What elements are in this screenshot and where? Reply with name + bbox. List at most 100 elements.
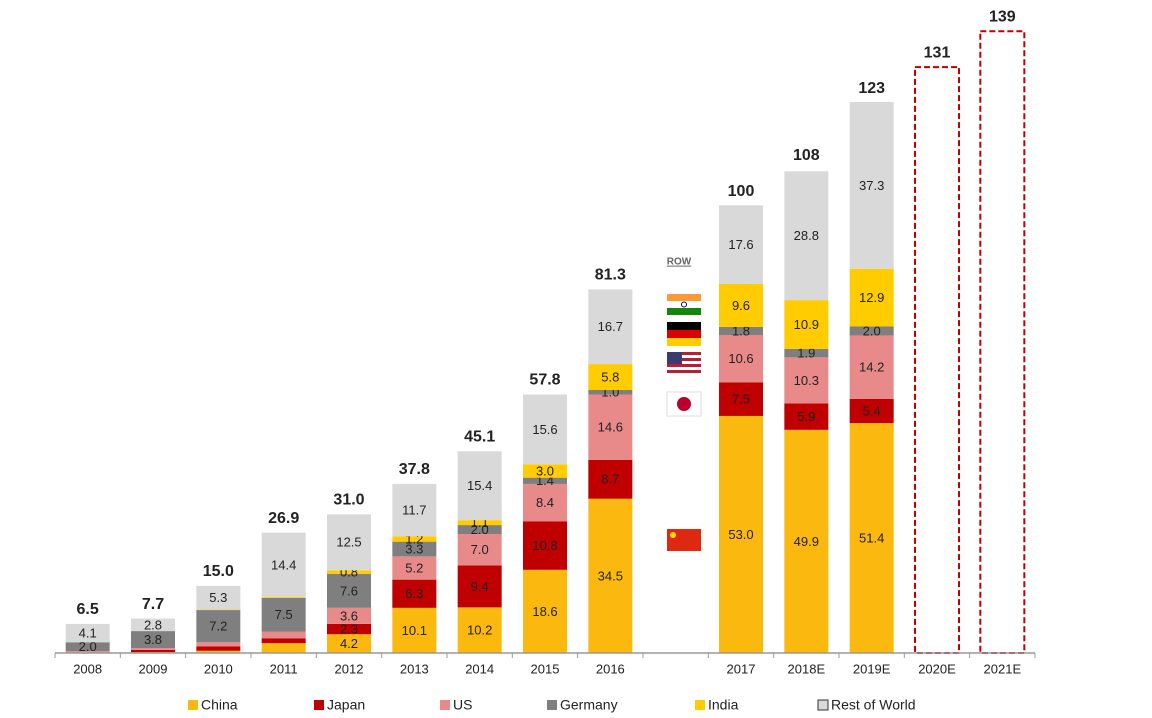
bar-segment [327,514,371,571]
bar-segment [65,642,110,652]
value-label: 10.6 [728,351,753,366]
bar-segment [457,534,502,566]
bar-segment [588,498,633,653]
row-annotation: ROW [667,257,692,268]
value-label: 3.3 [405,541,423,556]
value-label: 10.9 [794,317,819,332]
value-label: 14.2 [859,360,884,375]
value-label: 4.2 [340,636,358,651]
bar-segment [719,382,763,416]
bar-segment [784,171,829,301]
bar-segment [849,326,894,336]
bar-segment [327,634,371,653]
value-label: 53.0 [728,527,753,542]
bar-segment [457,525,502,535]
legend-label: US [453,697,472,713]
estimate-box [979,30,1026,654]
value-label: 14.4 [271,557,296,572]
legend-swatch [817,699,829,711]
total-label: 45.1 [464,429,495,446]
total-label: 123 [858,80,885,97]
x-tick-label: 2016 [596,661,625,676]
bar-segment [65,651,110,653]
value-label: 3.6 [340,608,358,623]
value-label: 3.0 [536,463,554,478]
bar-segment [261,532,306,598]
bar-segment [457,565,502,608]
bar-segment [588,289,633,365]
bar-segment [261,597,306,632]
bar-segment [457,451,502,521]
bar-segment [784,403,829,430]
bar-segment [457,520,502,526]
value-label: 2.0 [79,639,97,654]
value-label: 7.6 [340,583,358,598]
value-label: 10.8 [532,538,557,553]
value-label: 2.3 [340,622,358,637]
bar-segment [261,597,306,598]
x-tick-label: 2018E [788,661,826,676]
legend-swatch [440,700,450,710]
total-label: 131 [924,44,951,61]
value-label: 10.3 [794,373,819,388]
bar-segment [457,607,502,653]
bar-segment [588,459,633,499]
value-label: 51.4 [859,530,884,545]
value-label: 5.9 [797,409,815,424]
value-label: 9.6 [732,298,750,313]
value-label: 5.8 [601,369,619,384]
bar-segment [849,423,894,653]
legend-label: Germany [560,697,618,713]
x-tick-label: 2020E [918,661,956,676]
bar-segment [196,585,241,610]
value-label: 9.4 [471,579,489,594]
bar-segment [392,579,437,608]
bar-segment [523,464,567,478]
legend-label: China [201,697,238,713]
value-label: 7.2 [209,619,227,634]
total-label: 139 [989,9,1016,26]
value-label: 8.4 [536,495,554,510]
bar-segment [849,398,894,424]
value-label: 34.5 [598,568,623,583]
value-label: 4.1 [79,626,97,641]
value-label: 15.6 [532,422,557,437]
value-label: 2.0 [863,323,881,338]
value-label: 1.9 [797,346,815,361]
value-label: 11.7 [402,503,426,518]
x-tick-label: 2012 [335,661,364,676]
flag-india [667,294,701,315]
bar-segment [523,477,567,484]
legend-label: Rest of World [831,697,916,713]
bar-segment [327,570,371,574]
x-tick-label: 2017 [727,661,756,676]
bar-segment [327,607,371,624]
bar-segment [719,205,763,285]
legend-swatch [547,700,557,710]
legend-swatch [314,700,324,710]
bar-segment [523,569,567,653]
x-tick-label: 2009 [139,661,168,676]
legend-label: Japan [327,697,365,713]
value-label: 10.1 [402,623,427,638]
x-tick-label: 2008 [73,661,102,676]
value-label: 5.4 [863,403,881,418]
total-label: 108 [793,147,820,164]
x-tick-label: 2014 [465,661,494,676]
bar-segment [327,623,371,635]
value-label: 5.3 [209,590,227,605]
bar-segment [588,390,633,395]
value-label: 2.0 [471,522,489,537]
flag-germany [667,322,701,346]
bar-segment [261,638,306,644]
value-label: 3.8 [144,632,162,647]
value-label: 14.6 [598,420,623,435]
bar-segment [849,268,894,327]
bar-segment [131,618,175,632]
bar-segment [784,429,829,653]
x-tick-label: 2010 [204,661,233,676]
bar-segment [784,357,829,404]
value-label: 5.2 [405,560,423,575]
bar-segment [588,394,633,460]
